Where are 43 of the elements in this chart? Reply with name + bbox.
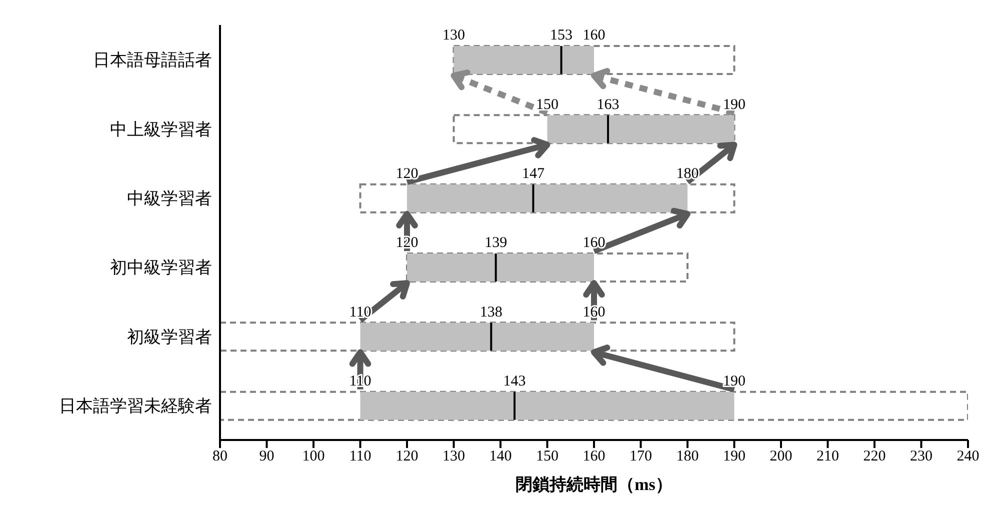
- x-tick-label: 110: [349, 448, 372, 465]
- x-tick-label: 120: [396, 448, 418, 465]
- annotation: 190: [723, 373, 746, 390]
- annotation: 120: [396, 166, 418, 182]
- x-tick-label: 240: [956, 448, 980, 465]
- annotation: 143: [503, 373, 526, 390]
- x-tick-label: 130: [442, 448, 465, 465]
- x-tick-label: 200: [770, 448, 792, 465]
- y-tick-label: 日本語学習未経験者: [59, 396, 212, 416]
- x-tick-label: 180: [676, 448, 699, 465]
- bar: [220, 322, 736, 352]
- bar: [359, 183, 736, 214]
- bar: [452, 45, 736, 75]
- x-tick-label: 190: [723, 448, 746, 465]
- x-tick-label: 230: [910, 448, 932, 465]
- x-tick-label: 140: [489, 448, 512, 465]
- x-tick-label: 90: [259, 448, 274, 465]
- x-axis-title: 閉鎖持続時間（ms）: [516, 475, 672, 494]
- x-tick-label: 100: [302, 448, 325, 465]
- x-tick-label: 80: [212, 448, 228, 465]
- y-tick-label: 初中級学習者: [110, 258, 212, 278]
- annotation: 138: [480, 304, 502, 320]
- x-tick-label: 170: [630, 448, 652, 465]
- annotation: 190: [723, 96, 746, 113]
- y-tick-label: 中級学習者: [127, 188, 212, 209]
- annotation: 139: [484, 235, 508, 252]
- annotation: 160: [582, 235, 606, 252]
- annotation: 130: [442, 28, 465, 44]
- annotation: 147: [522, 166, 545, 182]
- bar: [220, 390, 968, 421]
- y-tick-label: 中上級学習者: [110, 120, 212, 140]
- annotation: 163: [596, 96, 620, 113]
- y-tick-label: 日本語母語話者: [93, 50, 212, 71]
- bar: [406, 252, 688, 282]
- y-tick-label: 初級学習者: [127, 327, 212, 348]
- annotation: 150: [536, 96, 558, 113]
- annotation: 153: [550, 28, 573, 44]
- x-tick-label: 160: [582, 448, 606, 465]
- bar: [452, 114, 736, 144]
- annotation: 160: [582, 28, 606, 44]
- x-tick-label: 220: [863, 448, 886, 465]
- x-tick-label: 210: [816, 448, 839, 465]
- x-tick-label: 150: [536, 448, 558, 465]
